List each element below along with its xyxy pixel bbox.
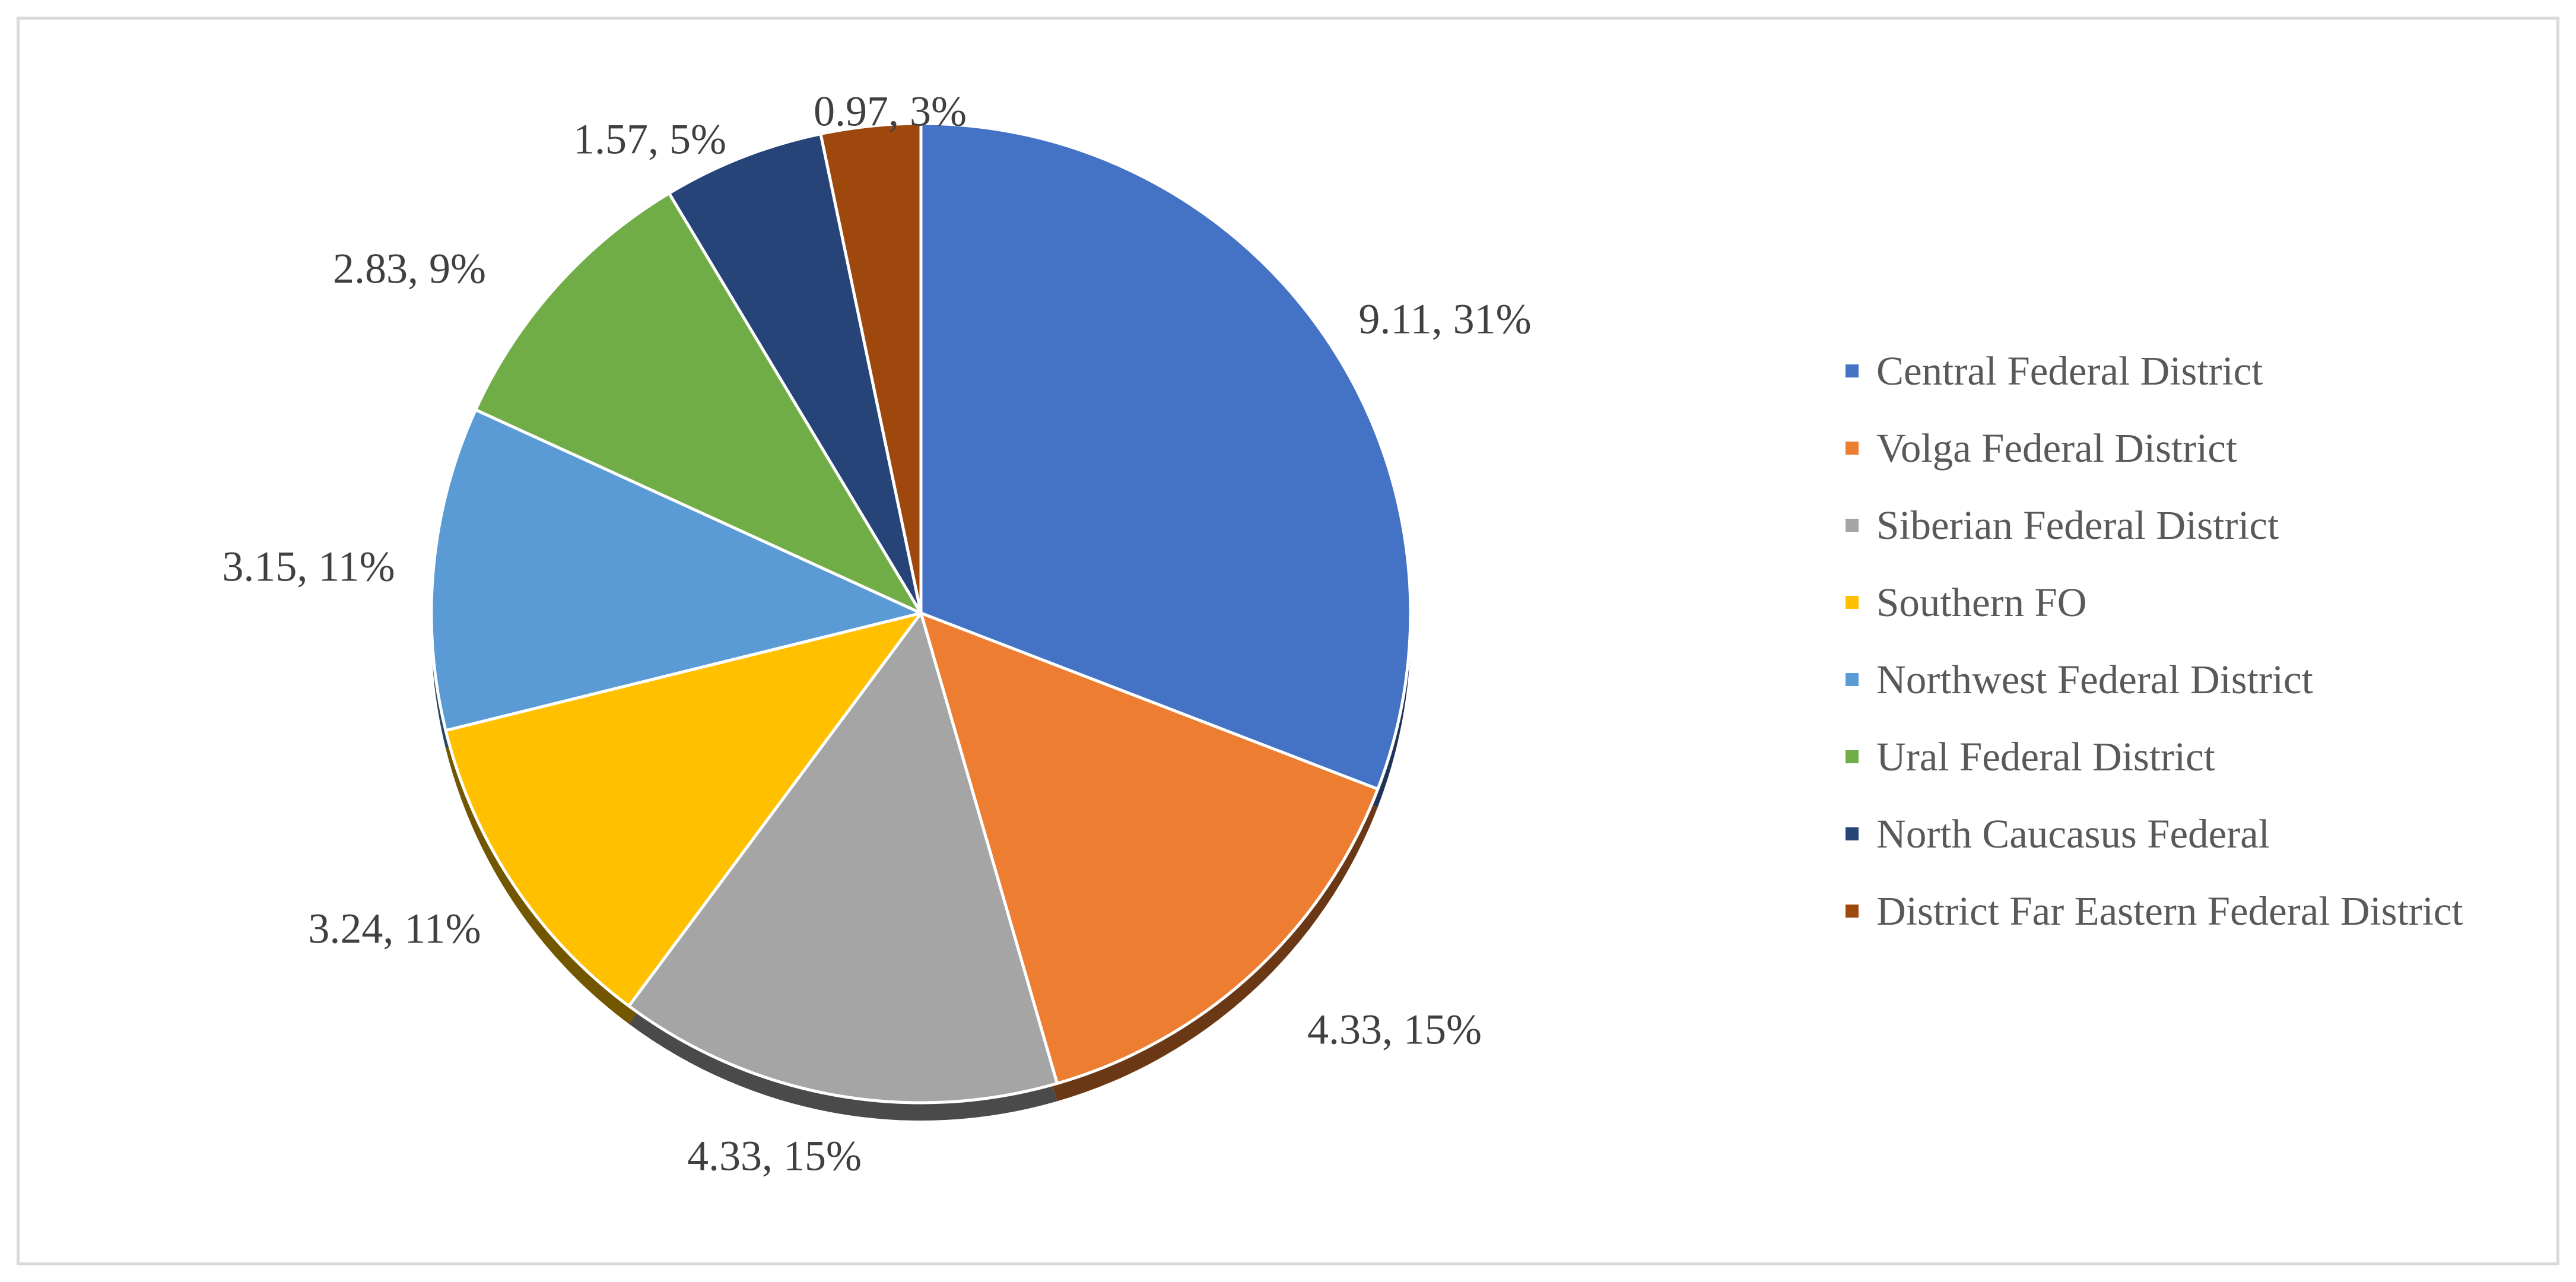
legend-item: Ural Federal District bbox=[1846, 718, 2552, 795]
pie-slices-group bbox=[430, 122, 1412, 1105]
legend-label: Ural Federal District bbox=[1876, 734, 2215, 779]
legend-label: North Caucasus Federal bbox=[1876, 811, 2270, 856]
pie-slice bbox=[919, 122, 1412, 791]
pie-slice bbox=[668, 132, 923, 615]
legend-item: Southern FO bbox=[1846, 564, 2552, 641]
pie-data-label: 2.83, 9% bbox=[333, 245, 486, 293]
legend-swatch bbox=[1846, 827, 1859, 840]
legend-item: Northwest Federal District bbox=[1846, 641, 2552, 718]
pie-data-label: 0.97, 3% bbox=[814, 88, 967, 135]
legend-swatch bbox=[1846, 519, 1859, 532]
legend-item: North Caucasus Federal bbox=[1846, 795, 2552, 872]
pie-slice bbox=[444, 611, 923, 1008]
pie-slice bbox=[819, 122, 923, 615]
legend-swatch bbox=[1846, 442, 1859, 455]
pie-data-label: 4.33, 15% bbox=[1307, 1006, 1482, 1053]
pie-data-label: 3.24, 11% bbox=[308, 905, 481, 953]
pie-slice bbox=[430, 408, 923, 732]
legend-swatch bbox=[1846, 905, 1859, 918]
legend-item: Siberian Federal District bbox=[1846, 487, 2552, 564]
legend-label: Volga Federal District bbox=[1876, 425, 2238, 471]
legend-label: Siberian Federal District bbox=[1876, 502, 2279, 548]
pie-data-labels-group: 9.11, 31% 4.33, 15% 4.33, 15% 3.24, 11% 3.15… bbox=[222, 88, 1531, 1180]
pie-data-label: 3.15, 11% bbox=[222, 543, 395, 591]
legend-swatch bbox=[1846, 364, 1859, 377]
pie-slice bbox=[627, 611, 1059, 1105]
legend-label: Southern FO bbox=[1876, 579, 2087, 625]
legend-label: Central Federal District bbox=[1876, 348, 2263, 394]
pie-slice bbox=[919, 611, 1380, 1085]
legend-item: Central Federal District bbox=[1846, 332, 2552, 410]
legend-label: District Far Eastern Federal District bbox=[1876, 888, 2463, 934]
legend-item: District Far Eastern Federal District bbox=[1846, 872, 2552, 950]
chart-legend: Central Federal District Volga Federal Di… bbox=[1846, 332, 2552, 950]
legend-label: Northwest Federal District bbox=[1876, 656, 2313, 702]
pie-data-label: 4.33, 15% bbox=[687, 1132, 862, 1180]
legend-swatch bbox=[1846, 596, 1859, 609]
pie-data-label: 9.11, 31% bbox=[1358, 296, 1531, 343]
pie-data-label: 1.57, 5% bbox=[573, 116, 726, 163]
legend-swatch bbox=[1846, 750, 1859, 763]
legend-swatch bbox=[1846, 673, 1859, 686]
pie-slice bbox=[474, 192, 923, 615]
legend-item: Volga Federal District bbox=[1846, 410, 2552, 487]
